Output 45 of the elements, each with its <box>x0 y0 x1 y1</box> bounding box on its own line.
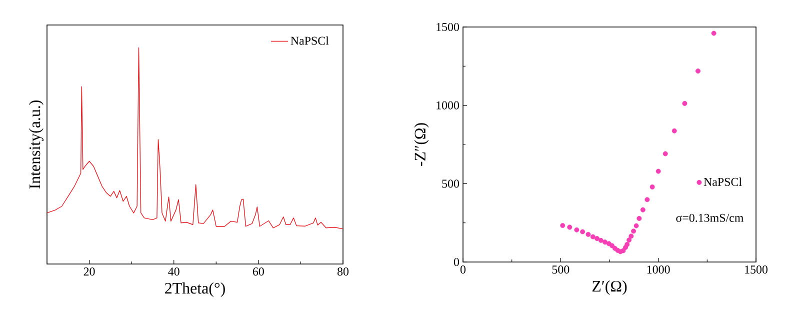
point <box>567 224 572 230</box>
y-tick-label: 0 <box>454 258 460 266</box>
point <box>574 227 580 232</box>
x-tick-label: 0 <box>460 266 466 274</box>
point <box>580 229 586 234</box>
x-axis-title: Z′(Ω) <box>592 280 627 295</box>
x-tick-label: 40 <box>168 268 180 276</box>
point <box>631 228 636 234</box>
point <box>594 236 600 241</box>
legend-label: NaPSCl <box>704 178 742 186</box>
x-tick-label: 500 <box>552 266 570 274</box>
point <box>560 223 566 228</box>
point <box>624 242 630 247</box>
point <box>636 216 642 221</box>
point <box>628 234 634 239</box>
point <box>598 238 604 243</box>
y-axis-title: -Z″(Ω) <box>414 123 429 166</box>
point <box>640 207 646 212</box>
x-tick-label: 1500 <box>745 266 768 274</box>
annotation: σ=0.13mS/cm <box>676 214 744 222</box>
point <box>672 128 677 134</box>
point <box>590 234 596 240</box>
point <box>620 248 626 254</box>
x-tick-label: 20 <box>84 268 95 276</box>
y-tick-label: 1500 <box>436 22 460 32</box>
point <box>696 68 700 74</box>
x-axis-title: 2Theta(°) <box>165 282 225 297</box>
point <box>650 184 655 190</box>
point <box>610 243 615 248</box>
x-tick-label: 1000 <box>647 266 670 274</box>
point <box>602 240 608 245</box>
point <box>656 168 661 174</box>
point <box>626 238 632 243</box>
x-tick-label: 60 <box>252 268 264 276</box>
point <box>644 197 650 202</box>
y-axis-title: Intensity(a.u.) <box>28 100 44 189</box>
point <box>634 223 639 228</box>
y-tick-label: 500 <box>442 180 460 188</box>
point <box>711 30 716 36</box>
legend-label: NaPSCl <box>290 36 329 45</box>
y-tick-label: 1000 <box>436 101 460 110</box>
point <box>586 232 591 237</box>
point <box>662 151 668 156</box>
point <box>682 100 688 106</box>
x-tick-label: 80 <box>337 268 349 276</box>
